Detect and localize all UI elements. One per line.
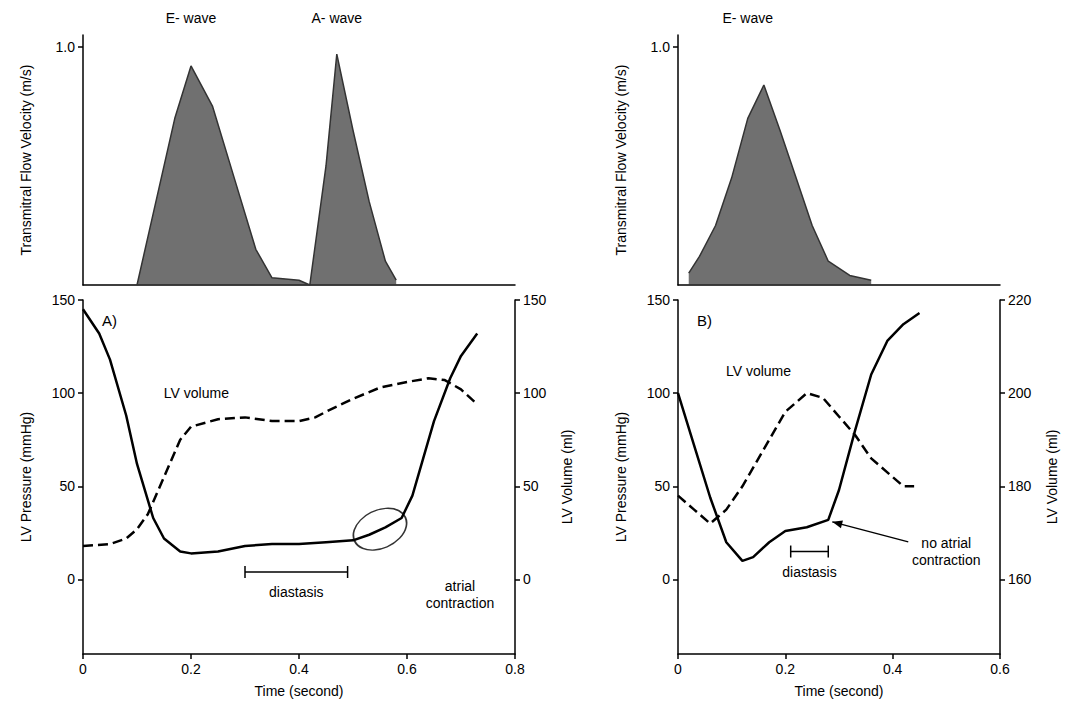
svg-text:Transmitral Flow Velocity (m/s: Transmitral Flow Velocity (m/s) (18, 65, 34, 256)
svg-text:160: 160 (1008, 571, 1032, 587)
svg-text:0.6: 0.6 (397, 661, 417, 677)
svg-text:0: 0 (662, 571, 670, 587)
svg-text:150: 150 (647, 292, 671, 308)
svg-text:A): A) (102, 312, 117, 329)
svg-text:E- wave: E- wave (166, 10, 217, 26)
svg-text:50: 50 (59, 478, 75, 494)
svg-text:LV volume: LV volume (726, 363, 791, 379)
svg-text:atrial: atrial (445, 578, 475, 594)
svg-text:E- wave: E- wave (722, 10, 773, 26)
svg-text:150: 150 (52, 292, 76, 308)
svg-text:220: 220 (1008, 292, 1032, 308)
svg-text:1.0: 1.0 (651, 39, 671, 55)
svg-text:contraction: contraction (426, 595, 494, 611)
svg-text:diastasis: diastasis (782, 564, 836, 580)
svg-text:Time (second): Time (second) (795, 683, 884, 699)
svg-text:diastasis: diastasis (269, 584, 323, 600)
svg-text:LV volume: LV volume (164, 385, 229, 401)
svg-text:Time (second): Time (second) (255, 683, 344, 699)
svg-text:150: 150 (523, 292, 547, 308)
svg-text:1.0: 1.0 (56, 39, 76, 55)
svg-text:0.2: 0.2 (776, 661, 796, 677)
svg-text:0.8: 0.8 (505, 661, 525, 677)
svg-text:0.2: 0.2 (181, 661, 201, 677)
svg-text:100: 100 (523, 385, 547, 401)
svg-text:Transmitral Flow Velocity (m/s: Transmitral Flow Velocity (m/s) (613, 65, 629, 256)
svg-text:50: 50 (523, 478, 539, 494)
svg-text:0: 0 (67, 571, 75, 587)
svg-text:B): B) (697, 312, 712, 329)
svg-text:no atrial: no atrial (921, 535, 971, 551)
svg-text:0: 0 (523, 571, 531, 587)
svg-text:180: 180 (1008, 478, 1032, 494)
svg-text:LV Pressure (mmHg): LV Pressure (mmHg) (18, 412, 34, 542)
svg-text:50: 50 (654, 478, 670, 494)
svg-text:A- wave: A- wave (312, 10, 363, 26)
svg-text:0.6: 0.6 (990, 661, 1010, 677)
svg-text:LV Volume (ml): LV Volume (ml) (1044, 430, 1060, 525)
svg-text:200: 200 (1008, 385, 1032, 401)
svg-text:0.4: 0.4 (883, 661, 903, 677)
svg-text:LV Volume (ml): LV Volume (ml) (559, 430, 575, 525)
svg-text:0.4: 0.4 (289, 661, 309, 677)
svg-text:100: 100 (52, 385, 76, 401)
svg-text:contraction: contraction (912, 552, 980, 568)
svg-text:0: 0 (674, 661, 682, 677)
svg-text:0: 0 (79, 661, 87, 677)
svg-text:LV Pressure (mmHg): LV Pressure (mmHg) (613, 412, 629, 542)
svg-text:100: 100 (647, 385, 671, 401)
